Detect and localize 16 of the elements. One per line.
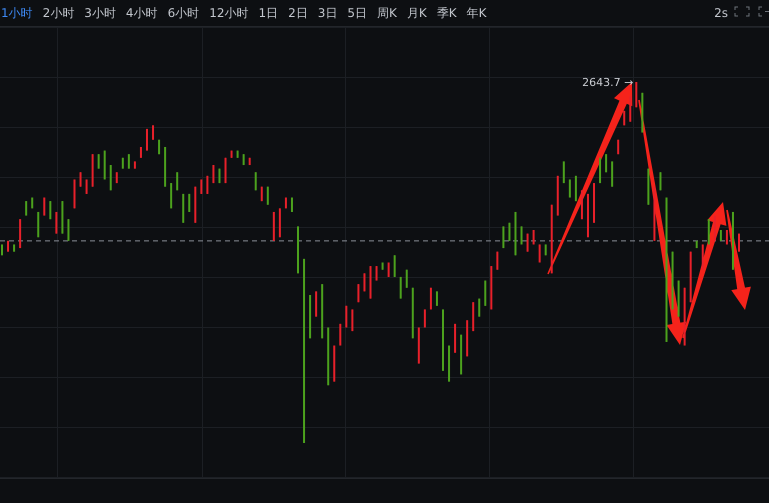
text: 周K	[377, 6, 398, 20]
text: 3日	[318, 6, 338, 20]
text: 2日	[288, 6, 308, 20]
text: 1日	[258, 6, 278, 20]
text: 6小时	[168, 6, 200, 20]
text: 12小时	[209, 6, 248, 20]
text: 1小时	[1, 6, 33, 20]
text: 月K	[406, 6, 428, 20]
text: 5日	[347, 6, 368, 20]
annotation: 2643.7 →	[582, 76, 634, 89]
text: 2小时	[42, 6, 74, 20]
text: 2s	[714, 6, 728, 20]
text: 3小时	[84, 6, 116, 20]
text: 季K	[436, 6, 458, 20]
text: 4小时	[126, 6, 158, 20]
text: 年K	[466, 6, 488, 20]
